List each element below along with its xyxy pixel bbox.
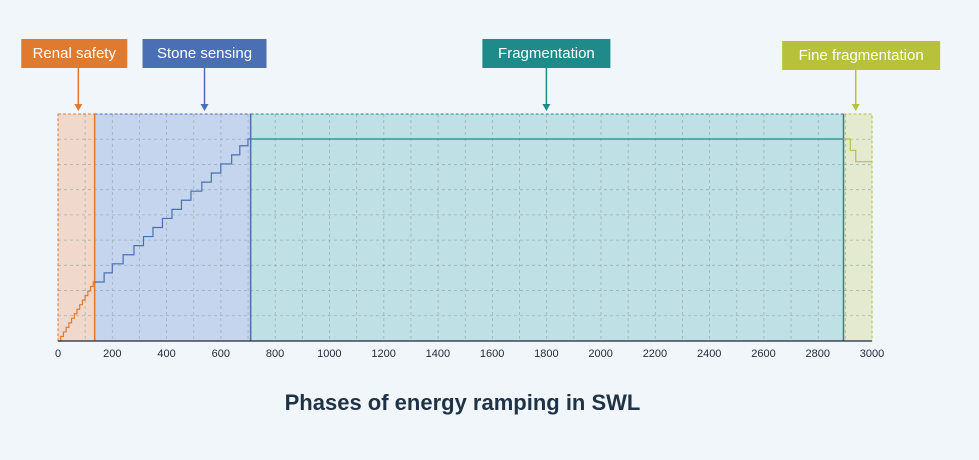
x-tick-label: 2600 [751, 348, 775, 360]
phase-label-box-1 [142, 39, 267, 68]
phase-arrow-head-2 [542, 104, 551, 111]
x-tick-label: 600 [212, 348, 230, 360]
x-tick-label: 2800 [805, 348, 829, 360]
x-tick-label: 2400 [697, 348, 721, 360]
phase-region-0 [57, 113, 96, 342]
x-tick-label: 400 [157, 348, 175, 360]
x-tick-label: 800 [266, 348, 284, 360]
x-tick-label: 2200 [643, 348, 667, 360]
x-tick-label: 3000 [860, 348, 884, 360]
phase-arrow-head-3 [851, 104, 860, 111]
phase-region-1 [94, 113, 252, 342]
x-tick-label: 0 [55, 348, 61, 360]
x-tick-label: 1400 [426, 348, 450, 360]
phase-label-3: Fine fragmentation [799, 47, 924, 64]
x-tick-label: 1600 [480, 348, 504, 360]
energy-step-line-0 [58, 281, 95, 342]
x-tick-label: 1200 [371, 348, 395, 360]
energy-step-line-3 [843, 138, 872, 163]
x-tick-label: 2000 [588, 348, 612, 360]
x-tick-label: 1000 [317, 348, 341, 360]
phase-label-0: Renal safety [33, 45, 117, 62]
phase-label-box-3 [782, 41, 941, 70]
energy-step-line-1 [94, 138, 251, 283]
phase-label-1: Stone sensing [157, 45, 252, 62]
x-tick-label: 1800 [534, 348, 558, 360]
phase-arrow-head-0 [74, 104, 83, 111]
phase-label-box-0 [21, 39, 128, 68]
phase-region-3 [843, 113, 873, 342]
phase-arrow-head-1 [200, 104, 209, 111]
phase-label-box-2 [482, 39, 611, 68]
phase-label-2: Fragmentation [498, 45, 595, 62]
chart-title: Phases of energy ramping in SWL [284, 390, 641, 415]
x-tick-label: 200 [103, 348, 121, 360]
